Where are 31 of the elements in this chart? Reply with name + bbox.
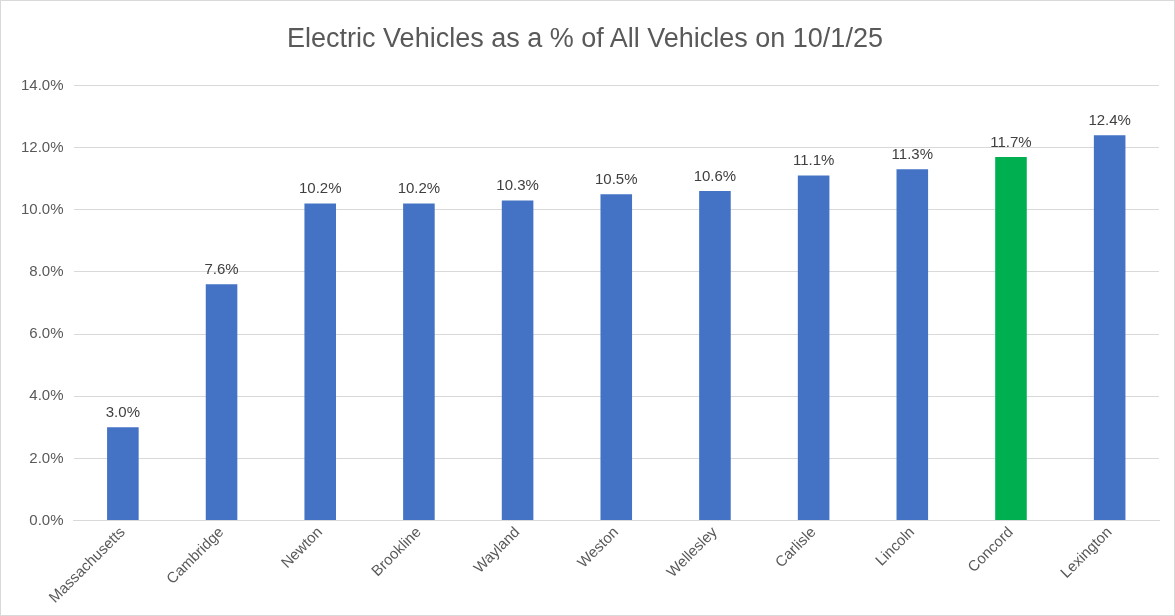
y-tick-label: 10.0% [20, 199, 64, 217]
bar [107, 427, 139, 521]
y-tick-label: 12.0% [20, 137, 64, 155]
y-tick-label: 0.0% [29, 510, 64, 528]
y-tick-label: 14.0% [20, 75, 64, 93]
y-tick-label: 6.0% [29, 324, 64, 342]
bar [995, 156, 1027, 521]
bar [797, 175, 830, 521]
data-label: 3.0% [105, 402, 140, 420]
data-label: 7.6% [204, 259, 239, 277]
y-tick-label: 8.0% [29, 262, 64, 280]
chart-title: Electric Vehicles as a % of All Vehicles on 10/1/25 [287, 22, 883, 53]
bar [699, 191, 731, 521]
y-tick-label: 4.0% [29, 386, 64, 404]
data-label: 10.6% [693, 166, 737, 184]
bar [403, 203, 435, 521]
bar [1093, 135, 1126, 521]
bar [304, 203, 337, 521]
bar [501, 200, 534, 521]
bar [205, 284, 238, 521]
data-label: 10.3% [496, 176, 539, 194]
data-label: 10.2% [298, 179, 342, 197]
data-label: 10.5% [594, 169, 638, 187]
data-label: 12.4% [1088, 110, 1131, 128]
y-tick-label: 2.0% [29, 448, 64, 466]
bar [896, 169, 929, 521]
data-label: 11.7% [990, 132, 1032, 150]
bar [600, 194, 633, 521]
data-label: 11.3% [891, 144, 934, 162]
data-label: 11.1% [792, 151, 835, 169]
data-label: 10.2% [397, 179, 441, 197]
